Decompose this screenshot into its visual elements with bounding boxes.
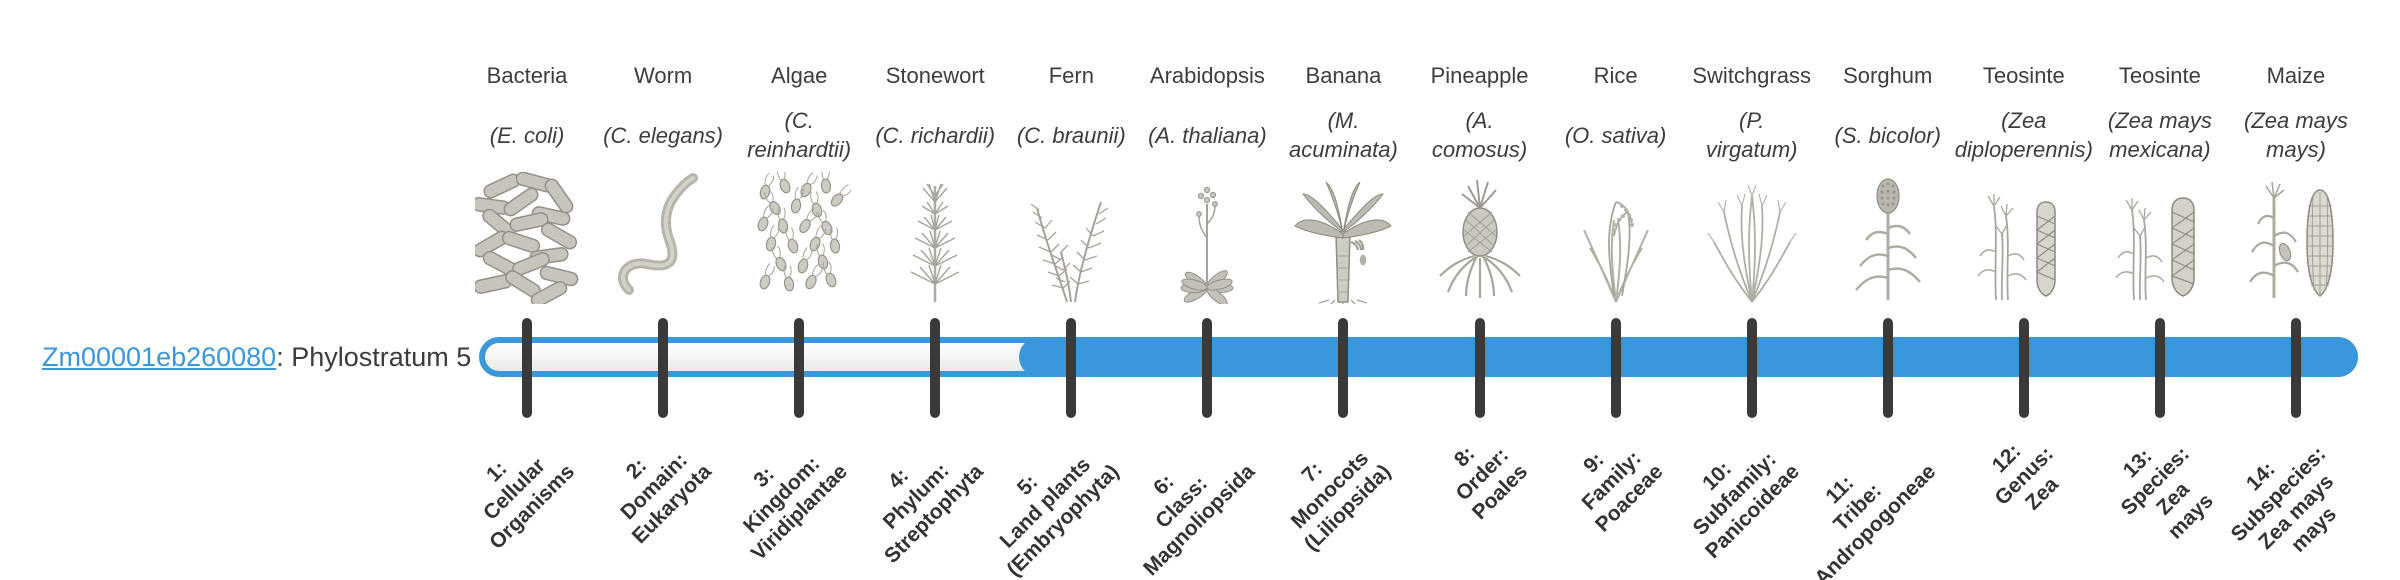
phylostrata-bar <box>479 337 2358 377</box>
timeline-tick <box>1066 318 1077 418</box>
algae-icon <box>739 170 859 304</box>
timeline-tick <box>522 318 533 418</box>
column-teosinte-diploperennis: Teosinte (Zea diploperennis) 12: Genus: … <box>1954 0 2093 580</box>
organism-scientific-name: (M. acuminata) <box>1289 108 1398 162</box>
organism-columns: Bacteria (E. coli) 1: Cellular Organism <box>459 0 2364 580</box>
timeline-tick <box>1202 318 1213 418</box>
organism-scientific-name: (C. reinhardtii) <box>747 108 852 162</box>
organism-name: Sorghum <box>1843 63 1933 88</box>
organism-scientific-name: (S. bicolor) <box>1834 122 1941 148</box>
column-fern: Fern (C. braunii) 5: Land plants (Embryo… <box>996 0 1139 580</box>
phylostratum-axis-label: 1: Cellular Organisms <box>479 453 580 554</box>
organism-name: Rice <box>1593 63 1638 88</box>
arabidopsis-icon <box>1147 170 1267 304</box>
column-switchgrass: Switchgrass (P. virgatum) 10: Subfamily:… <box>1684 0 1820 580</box>
organism-scientific-name: (Zea diploperennis) <box>1954 108 2093 162</box>
column-banana: Banana (M. acuminata) <box>1275 0 1411 580</box>
column-sorghum: Sorghum (S. bicolor) 11: Tribe: Andropog… <box>1810 0 1956 580</box>
gene-link[interactable]: Zm00001eb260080 <box>42 341 277 372</box>
organism-scientific-name: (O. sativa) <box>1564 122 1667 148</box>
organism-name: Fern <box>1048 63 1094 88</box>
organism-scientific-name: (C. elegans) <box>603 122 724 148</box>
column-bacteria: Bacteria (E. coli) 1: Cellular Organism <box>459 0 595 580</box>
bacteria-icon <box>467 170 587 304</box>
gene-phylostratum-text: : Phylostratum 5 <box>276 341 472 372</box>
sorghum-icon <box>1828 170 1948 304</box>
timeline-tick <box>1338 318 1349 418</box>
organism-scientific-name: (A. thaliana) <box>1148 122 1267 148</box>
phylostratum-axis-label: 12: Genus: Zea <box>1988 439 2064 515</box>
phylostratum-axis-label: 3: Kingdom: Viridiplantae <box>738 452 852 566</box>
column-maize: Maize (Zea mays mays) 14: Subspecies: Ze… <box>2227 0 2364 580</box>
timeline-tick <box>1746 318 1757 418</box>
teosinte-icon <box>2100 170 2220 304</box>
timeline-tick <box>1610 318 1621 418</box>
column-worm: Worm (C. elegans) 2: Domain: Eukaryota <box>595 0 731 580</box>
banana-icon <box>1283 170 1403 304</box>
organism-scientific-name: (A. comosus) <box>1431 108 1528 162</box>
stonewort-icon <box>875 170 995 304</box>
organism-name: Bacteria <box>486 63 568 88</box>
pineapple-icon <box>1420 170 1540 304</box>
organism-name: Stonewort <box>885 63 985 88</box>
phylostratum-axis-label: 7: Monocots (Liliopsida) <box>1287 446 1396 556</box>
organism-name: Worm <box>633 63 693 88</box>
organism-scientific-name: (Zea mays mays) <box>2243 108 2348 162</box>
organism-name: Maize <box>2266 63 2326 88</box>
timeline-tick <box>2154 318 2165 418</box>
timeline-tick <box>930 318 941 418</box>
column-arabidopsis: Arabidopsis (A. thaliana) <box>1139 0 1275 580</box>
organism-scientific-name: (C. richardii) <box>875 122 996 148</box>
column-rice: Rice (O. sativa) 9: Family: Poaceae <box>1548 0 1684 580</box>
organism-scientific-name: (Zea mays mexicana) <box>2107 108 2212 162</box>
organism-scientific-name: (P. virgatum) <box>1705 108 1798 162</box>
phylostratum-axis-label: 9: Family: Poaceae <box>1577 446 1668 537</box>
gene-label: Zm00001eb260080: Phylostratum 5 <box>42 336 471 378</box>
timeline-tick <box>658 318 669 418</box>
worm-icon <box>603 170 723 304</box>
organism-name: Teosinte <box>1982 63 2065 88</box>
phylostratum-axis-label: 14: Subspecies: Zea mays mays <box>2226 442 2342 557</box>
rice-icon <box>1556 170 1676 304</box>
maize-icon <box>2236 170 2356 304</box>
phylostratum-axis-label: 13: Species: Zea mays <box>2117 442 2219 544</box>
phylostratum-axis-label: 2: Domain: Eukaryota <box>615 448 716 549</box>
column-stonewort: Stonewort (C. richardii) 4: Phylum: Stre… <box>867 0 1003 580</box>
teosinte-icon <box>1964 170 2084 304</box>
fern-icon <box>1011 170 1131 304</box>
organism-name: Algae <box>771 63 828 88</box>
timeline-tick <box>1882 318 1893 418</box>
switchgrass-icon <box>1692 170 1812 304</box>
timeline-tick <box>2018 318 2029 418</box>
timeline-tick <box>794 318 805 418</box>
phylostrata-bar-fill <box>1019 337 2358 377</box>
organism-name: Pineapple <box>1430 63 1529 88</box>
organism-name: Banana <box>1305 63 1382 88</box>
column-teosinte-mexicana: Teosinte (Zea mays mexicana) 13: Species… <box>2092 0 2228 580</box>
organism-scientific-name: (E. coli) <box>489 122 565 148</box>
organism-name: Switchgrass <box>1692 63 1811 88</box>
organism-name: Teosinte <box>2118 63 2201 88</box>
column-algae: Algae (C. reinhardtii) <box>731 0 867 580</box>
organism-scientific-name: (C. braunii) <box>1016 122 1126 148</box>
column-pineapple: Pineapple (A. comosus) 8: Order: Poales <box>1411 0 1547 580</box>
timeline-tick <box>1474 318 1485 418</box>
phylostratum-axis-label: 8: Order: Poales <box>1449 442 1532 525</box>
timeline-tick <box>2290 318 2301 418</box>
organism-name: Arabidopsis <box>1149 63 1265 88</box>
